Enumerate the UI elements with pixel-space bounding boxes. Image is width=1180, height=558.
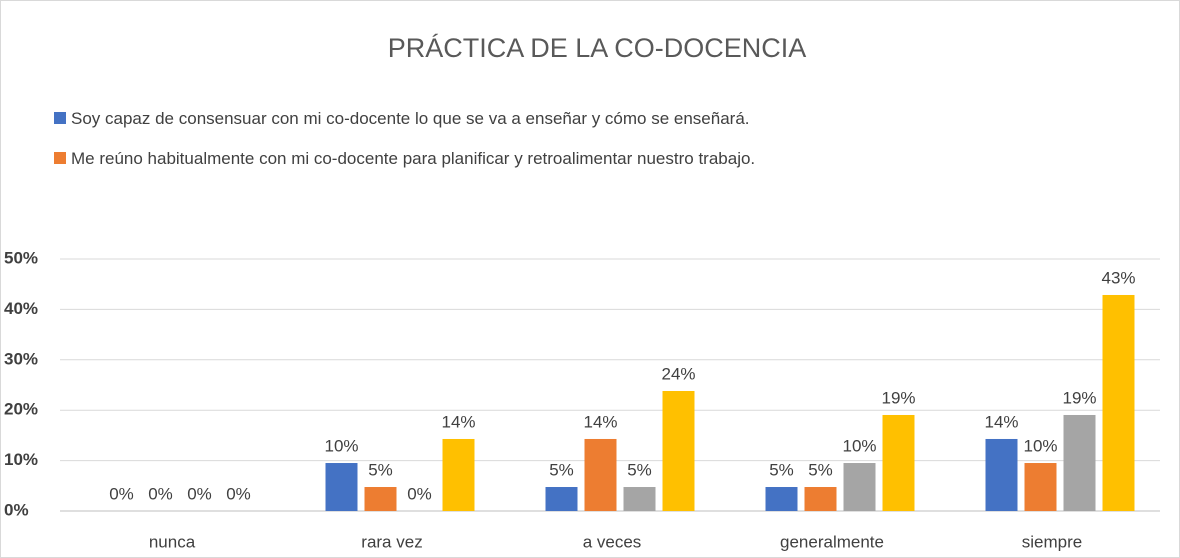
bar bbox=[765, 487, 798, 511]
data-label: 14% bbox=[583, 412, 617, 431]
y-tick-label: 10% bbox=[4, 450, 38, 469]
x-tick-label: generalmente bbox=[780, 532, 884, 551]
data-label: 19% bbox=[881, 388, 915, 407]
legend-item: Me reúno habitualmente con mi co-docente… bbox=[54, 146, 814, 172]
x-tick-label: a veces bbox=[583, 532, 642, 551]
bar bbox=[325, 463, 358, 511]
bar bbox=[584, 438, 617, 511]
data-label: 19% bbox=[1062, 388, 1096, 407]
data-label: 5% bbox=[368, 460, 393, 479]
data-label: 43% bbox=[1101, 268, 1135, 287]
legend-swatch bbox=[54, 152, 66, 164]
data-label: 0% bbox=[148, 484, 173, 503]
data-label: 0% bbox=[226, 484, 251, 503]
data-label: 14% bbox=[441, 412, 475, 431]
data-label: 0% bbox=[187, 484, 212, 503]
data-label: 10% bbox=[324, 437, 358, 456]
bar bbox=[882, 414, 915, 511]
data-label: 5% bbox=[627, 460, 652, 479]
legend: Soy capaz de consensuar con mi co-docent… bbox=[54, 106, 814, 186]
bar bbox=[364, 487, 397, 511]
bar bbox=[442, 438, 475, 511]
legend-label: Me reúno habitualmente con mi co-docente… bbox=[71, 149, 756, 168]
y-tick-label: 40% bbox=[4, 299, 38, 318]
data-label: 24% bbox=[661, 364, 695, 383]
legend-swatch bbox=[54, 112, 66, 124]
bar bbox=[1102, 294, 1135, 511]
data-label: 14% bbox=[984, 412, 1018, 431]
x-tick-label: siempre bbox=[1022, 532, 1082, 551]
bar bbox=[985, 438, 1018, 511]
y-tick-label: 30% bbox=[4, 349, 38, 368]
data-label: 0% bbox=[407, 484, 432, 503]
bar bbox=[662, 390, 695, 511]
bar bbox=[545, 487, 578, 511]
bar bbox=[843, 463, 876, 511]
bar bbox=[1024, 463, 1057, 511]
legend-item: Soy capaz de consensuar con mi co-docent… bbox=[54, 106, 814, 132]
data-label: 5% bbox=[808, 460, 833, 479]
data-label: 5% bbox=[769, 460, 794, 479]
bar bbox=[623, 487, 656, 511]
y-tick-label: 20% bbox=[4, 400, 38, 419]
data-label: 0% bbox=[109, 484, 134, 503]
x-tick-label: rara vez bbox=[361, 532, 422, 551]
bar bbox=[1063, 414, 1096, 511]
y-tick-label: 50% bbox=[4, 248, 38, 267]
legend-label: Soy capaz de consensuar con mi co-docent… bbox=[71, 109, 750, 128]
data-label: 10% bbox=[842, 437, 876, 456]
y-tick-label: 0% bbox=[4, 500, 29, 519]
chart-title: PRÁCTICA DE LA CO-DOCENCIA bbox=[388, 33, 807, 63]
data-label: 5% bbox=[549, 460, 574, 479]
data-label: 10% bbox=[1023, 437, 1057, 456]
bar bbox=[804, 487, 837, 511]
x-tick-label: nunca bbox=[149, 532, 196, 551]
